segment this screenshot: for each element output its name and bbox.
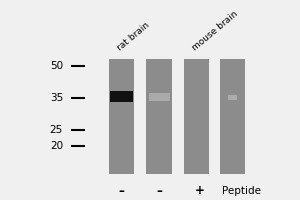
Bar [148,93,170,101]
Bar [228,95,237,100]
Bar [184,59,209,174]
Text: 20: 20 [50,141,63,151]
Text: 25: 25 [50,125,63,135]
Text: 35: 35 [50,93,63,103]
Text: Peptide: Peptide [222,186,261,196]
Text: +: + [195,184,204,197]
Bar [146,59,172,174]
Text: –: – [118,184,124,197]
Text: mouse brain: mouse brain [191,10,240,53]
Text: 50: 50 [50,61,63,71]
Text: –: – [156,184,162,197]
Text: rat brain: rat brain [116,21,152,53]
Bar [220,59,245,174]
Bar [109,59,134,174]
Bar [110,91,133,102]
